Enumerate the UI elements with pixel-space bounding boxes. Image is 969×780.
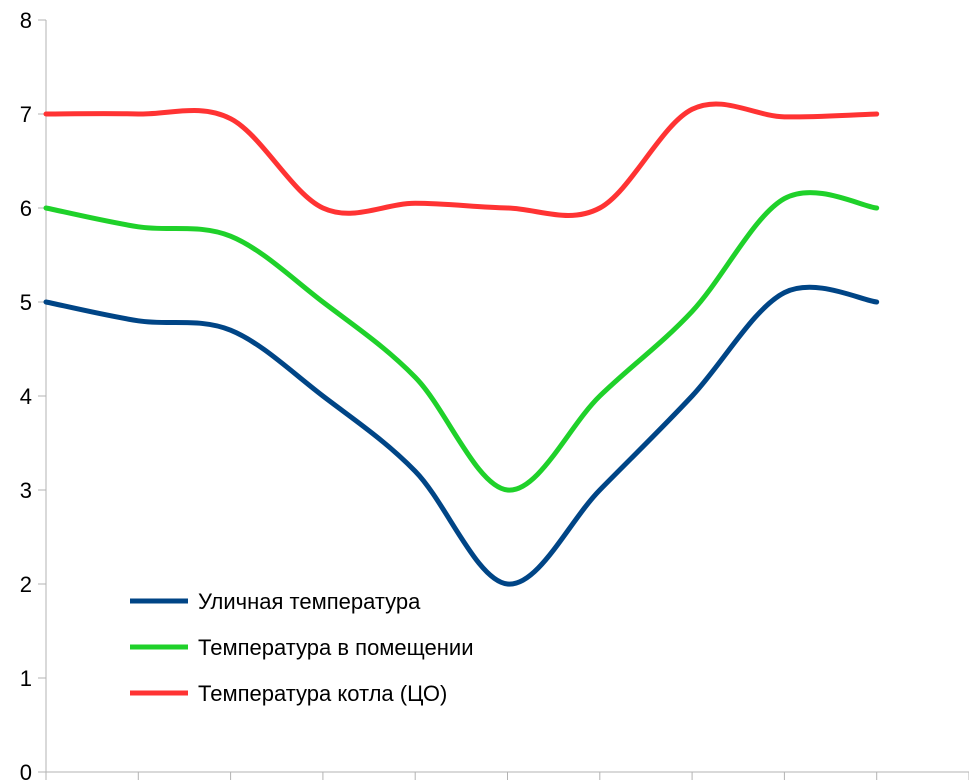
series-line-3 xyxy=(43,101,880,218)
y-tick-label: 3 xyxy=(20,478,32,503)
y-tick-label: 6 xyxy=(20,196,32,221)
series-layer xyxy=(43,101,880,587)
y-tick-label: 1 xyxy=(20,666,32,691)
legend-item: Температура котла (ЦО) xyxy=(130,681,447,706)
series-line-2 xyxy=(43,190,880,493)
chart-axes: 0 1 2 3 4 5 6 7 8 xyxy=(20,8,969,780)
chart-legend: Уличная температура Температура в помещен… xyxy=(130,589,473,706)
y-tick-label: 4 xyxy=(20,384,32,409)
legend-item: Температура в помещении xyxy=(130,635,473,660)
y-tick-label: 7 xyxy=(20,102,32,127)
y-tick-label: 8 xyxy=(20,8,32,33)
y-tick-label: 2 xyxy=(20,572,32,597)
series-line-1 xyxy=(43,284,880,587)
y-tick-label: 5 xyxy=(20,290,32,315)
y-tick-label: 0 xyxy=(20,760,32,780)
legend-label: Температура котла (ЦО) xyxy=(198,681,447,706)
legend-label: Уличная температура xyxy=(198,589,421,614)
legend-item: Уличная температура xyxy=(130,589,421,614)
legend-label: Температура в помещении xyxy=(198,635,473,660)
